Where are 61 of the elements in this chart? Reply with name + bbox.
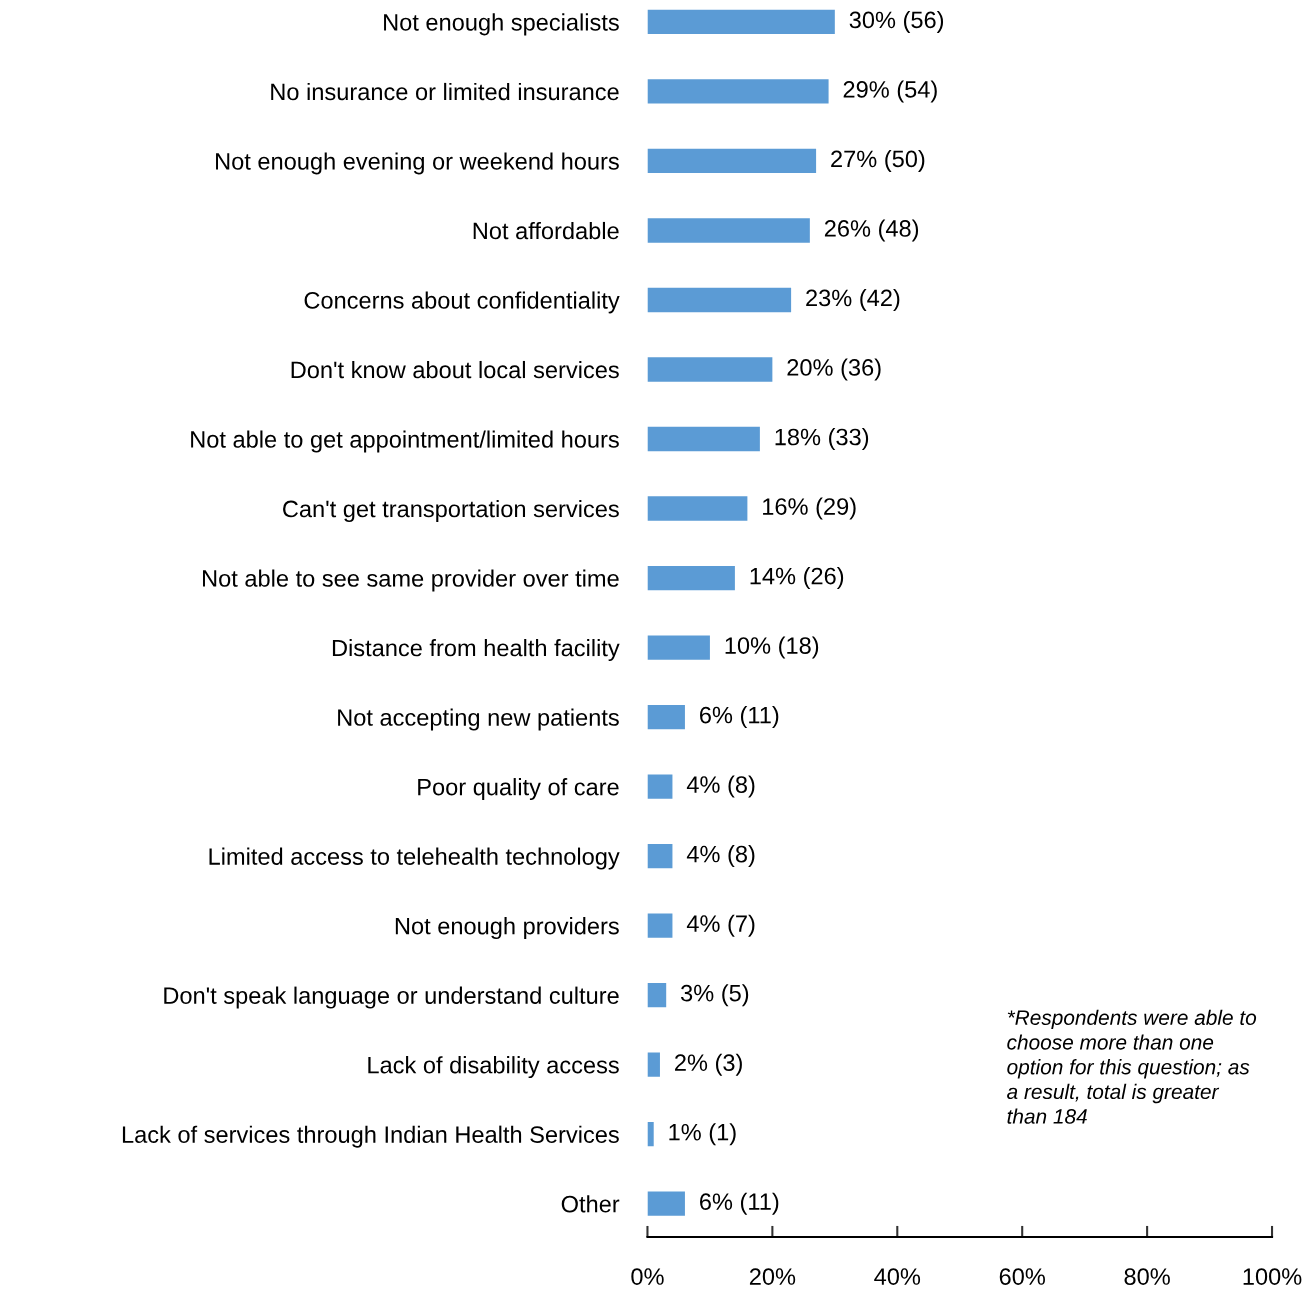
y-tick-label: Other	[561, 1195, 620, 1213]
y-tick-label: Concerns about confidentiality	[304, 291, 620, 314]
bar	[647, 913, 673, 938]
bar	[647, 79, 829, 104]
y-tick-label: Not enough providers	[395, 917, 619, 940]
x-tick-label: 0%	[631, 1268, 664, 1285]
data-label: 4% (8)	[686, 775, 755, 798]
data-label: 27% (50)	[831, 149, 925, 172]
data-label: 29% (54)	[843, 80, 937, 103]
bar	[647, 565, 735, 591]
data-label: 4% (8)	[686, 845, 755, 868]
bar	[647, 1052, 660, 1077]
data-label: 3% (5)	[680, 984, 749, 1007]
data-label: 20% (36)	[787, 358, 881, 381]
bar	[647, 1191, 685, 1216]
data-label: 30% (56)	[849, 10, 944, 33]
bar	[647, 774, 673, 799]
x-tick-label: 100%	[1243, 1268, 1302, 1285]
data-label: 18% (33)	[775, 428, 869, 451]
bar	[647, 843, 673, 869]
x-tick-label: 60%	[999, 1268, 1045, 1285]
data-label: 16% (29)	[763, 497, 856, 520]
bar	[647, 704, 685, 730]
y-tick-label: Not enough specialists	[384, 13, 619, 36]
y-tick-label: Not able to get appointment/limited hours	[191, 430, 619, 453]
data-label: 23% (42)	[806, 288, 900, 311]
bar	[647, 9, 835, 35]
y-tick-label: Not able to see same provider over time	[203, 569, 619, 592]
y-tick-label: Lack of services through Indian Health Services	[122, 1125, 619, 1148]
bar	[647, 287, 792, 313]
y-tick-label: Can't get transportation services	[283, 499, 619, 522]
data-label: 14% (26)	[750, 567, 844, 590]
y-tick-label: Don't speak language or understand culture	[164, 986, 619, 1009]
y-tick-label: Lack of disability access	[368, 1056, 619, 1079]
data-label: 6% (11)	[700, 706, 779, 729]
x-tick-label: 80%	[1124, 1268, 1170, 1285]
data-label: 26% (48)	[824, 219, 919, 242]
x-tick-label: 20%	[749, 1268, 796, 1285]
y-tick-label: Limited access to telehealth technology	[209, 847, 620, 870]
y-tick-label: Poor quality of care	[418, 778, 619, 801]
data-label: 2% (3)	[675, 1053, 742, 1076]
y-tick-label: No insurance or limited insurance	[271, 82, 619, 101]
bar	[647, 635, 710, 660]
bar	[647, 218, 810, 243]
data-label: 4% (7)	[686, 914, 755, 937]
bar	[647, 357, 773, 382]
x-tick-label: 40%	[874, 1268, 921, 1285]
data-label: 10% (18)	[725, 636, 819, 659]
bar	[647, 1122, 654, 1147]
data-label: 6% (11)	[700, 1192, 779, 1215]
bar	[647, 982, 667, 1008]
data-label: 1% (1)	[669, 1123, 736, 1146]
y-tick-label: Not affordable	[473, 221, 619, 240]
y-tick-label: Distance from health facility	[332, 639, 620, 662]
bar	[647, 426, 760, 452]
y-tick-label: Don't know about local services	[291, 360, 619, 379]
bar	[647, 148, 817, 174]
bar	[647, 496, 748, 521]
y-tick-label: Not enough evening or weekend hours	[216, 152, 619, 175]
y-tick-label: Not accepting new patients	[338, 708, 619, 731]
annotation: *Respondents were able to choose more than one option for this question; as a result, total is greater than 184	[1007, 1009, 1257, 1124]
